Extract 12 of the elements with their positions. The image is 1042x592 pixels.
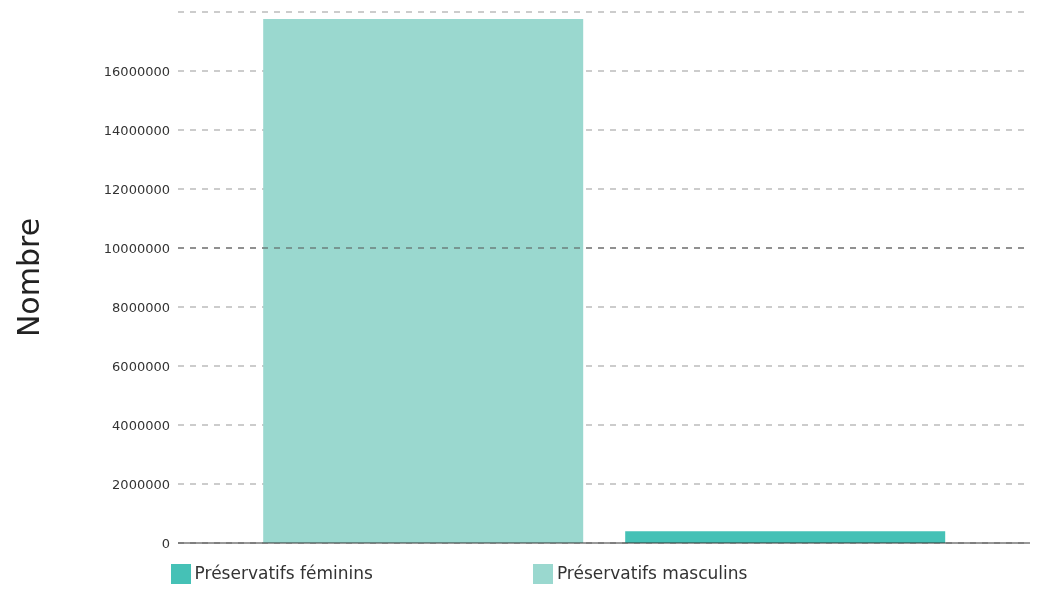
- y-axis-title: Nombre: [10, 217, 46, 338]
- y-tick-label: 8000000: [112, 299, 170, 315]
- legend-label: Préservatifs masculins: [556, 563, 748, 583]
- y-tick-label: 14000000: [103, 122, 170, 138]
- y-tick-label: 2000000: [112, 476, 170, 492]
- y-tick-label: 12000000: [103, 181, 170, 197]
- legend-label: Préservatifs féminins: [194, 563, 373, 583]
- y-tick-label: 6000000: [112, 358, 170, 374]
- y-tick-label: 4000000: [112, 417, 170, 433]
- y-tick-label: 10000000: [103, 240, 170, 256]
- y-tick-label: 0: [161, 535, 170, 551]
- y-tick-label: 16000000: [103, 63, 170, 79]
